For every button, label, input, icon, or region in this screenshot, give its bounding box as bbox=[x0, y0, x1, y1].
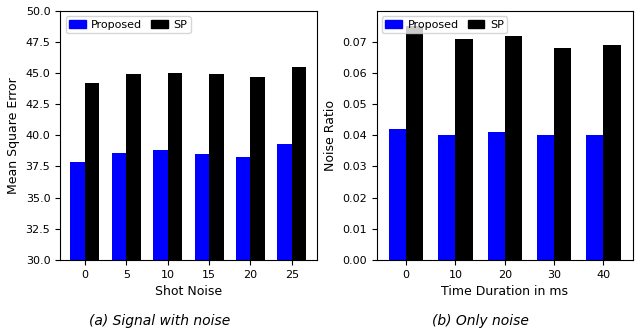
Bar bbox=[70, 161, 85, 260]
Text: (b) Only noise: (b) Only noise bbox=[431, 314, 529, 328]
Bar bbox=[85, 83, 99, 260]
Bar bbox=[505, 36, 522, 260]
Bar bbox=[292, 67, 307, 260]
X-axis label: Shot Noise: Shot Noise bbox=[155, 285, 222, 298]
Bar bbox=[604, 45, 621, 260]
Bar bbox=[250, 77, 265, 260]
Bar bbox=[195, 154, 209, 260]
Bar bbox=[586, 135, 604, 260]
Bar bbox=[153, 150, 168, 260]
Bar bbox=[456, 39, 473, 260]
Bar bbox=[126, 74, 141, 260]
Bar bbox=[488, 132, 505, 260]
Y-axis label: Noise Ratio: Noise Ratio bbox=[324, 100, 337, 171]
Bar bbox=[168, 73, 182, 260]
Bar bbox=[236, 156, 250, 260]
Bar bbox=[554, 48, 572, 260]
Bar bbox=[112, 153, 126, 260]
Y-axis label: Mean Square Error: Mean Square Error bbox=[7, 77, 20, 194]
X-axis label: Time Duration in ms: Time Duration in ms bbox=[442, 285, 568, 298]
Bar bbox=[537, 135, 554, 260]
Bar bbox=[277, 144, 292, 260]
Text: (a) Signal with noise: (a) Signal with noise bbox=[90, 314, 230, 328]
Legend: Proposed, SP: Proposed, SP bbox=[382, 16, 507, 33]
Bar bbox=[406, 27, 424, 260]
Legend: Proposed, SP: Proposed, SP bbox=[66, 16, 191, 33]
Bar bbox=[209, 74, 223, 260]
Bar bbox=[389, 129, 406, 260]
Bar bbox=[438, 135, 456, 260]
